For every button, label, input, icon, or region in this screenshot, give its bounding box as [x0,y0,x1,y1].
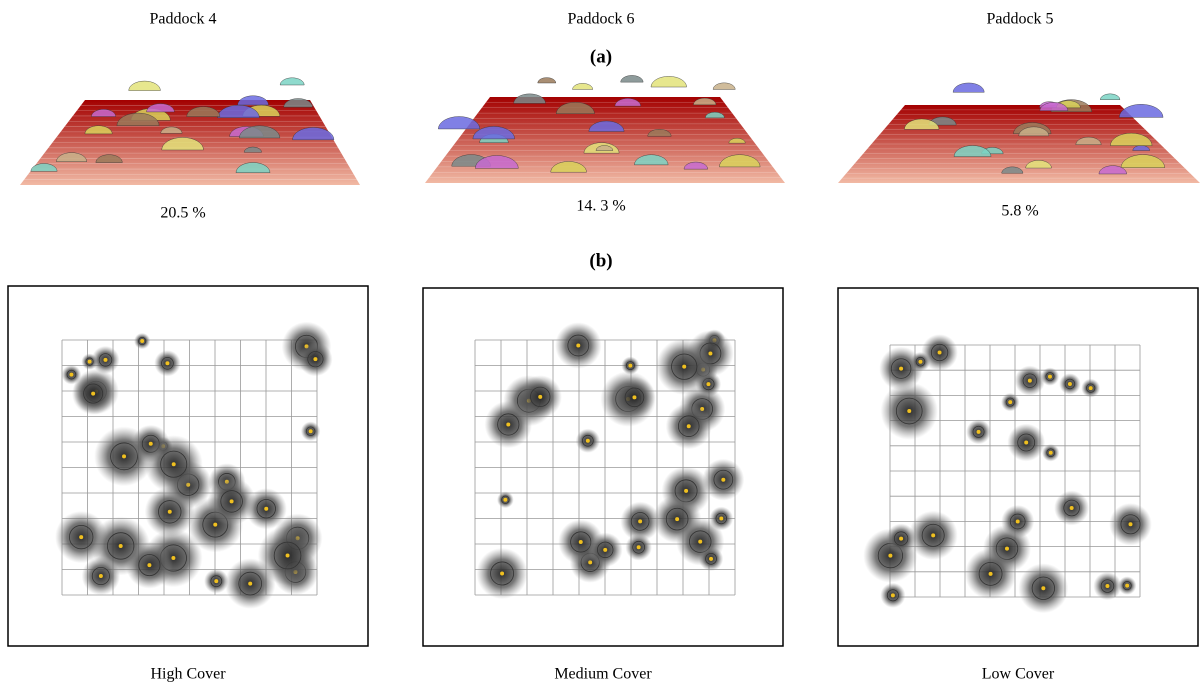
tree-location [500,571,504,575]
tree-location [899,537,903,541]
tree-location [603,548,607,552]
tree-location [122,454,126,458]
tree-location [637,545,641,549]
tree-location [286,554,290,558]
paddock-title: Paddock 5 [986,11,1053,28]
map-caption: Medium Cover [554,666,652,683]
tree-location [931,533,935,537]
cover-value: 20.5 % [160,205,205,222]
tree-location [1129,522,1133,526]
tree-location [264,507,268,511]
tree-location [230,499,234,503]
tree-location [79,535,83,539]
tree-canopy [621,75,643,82]
tree-location [709,557,713,561]
tree-location [1049,451,1053,455]
paddock-title: Paddock 6 [567,11,634,28]
tree-location [579,540,583,544]
tree-location [119,544,123,548]
tree-location [91,392,95,396]
cover-value: 14. 3 % [576,198,625,215]
tree-canopy [572,83,592,89]
cover-value: 5.8 % [1001,203,1038,220]
tree-location [1008,400,1012,404]
tree-location [638,519,642,523]
tree-location [168,510,172,514]
tree-location [1105,584,1109,588]
tree-location [214,579,218,583]
tree-canopy [438,116,480,128]
tree-location [1016,519,1020,523]
tree-location [88,360,92,364]
tree-canopy [1100,94,1120,100]
tree-location [172,462,176,466]
tree-canopy [713,83,735,90]
tree-location [891,593,895,597]
tree-canopy [514,94,546,104]
tree-canopy [651,76,687,87]
tree-location [1089,386,1093,390]
tree-canopy [953,83,984,92]
tree-location [313,357,317,361]
tree-location [899,367,903,371]
tree-location [628,364,632,368]
tree-location [99,574,103,578]
tree-location [576,344,580,348]
tree-location [1041,586,1045,590]
tree-location [503,498,507,502]
tree-canopy [1119,104,1163,117]
tree-location [1005,547,1009,551]
tree-location [888,554,892,558]
tree-location [586,439,590,443]
tree-location [1028,379,1032,383]
panel-label: (b) [589,250,612,271]
tree-location [918,360,922,364]
tree-location [721,478,725,482]
tree-location [907,409,911,413]
tree-location [938,351,942,355]
tree-location [140,339,144,343]
tree-location [684,489,688,493]
tree-location [719,516,723,520]
tree-location [506,422,510,426]
figure: Paddock 4 Paddock 6 Paddock 5 (a) 20.5 %… [0,0,1202,686]
tree-location [213,523,217,527]
tree-location [675,517,679,521]
tree-location [248,582,252,586]
map-caption: High Cover [150,666,226,683]
tree-location [687,424,691,428]
tree-location [538,395,542,399]
panel-label: (a) [590,46,612,67]
tree-location [309,429,313,433]
tree-location [977,430,981,434]
tree-location [632,395,636,399]
tree-location [1024,441,1028,445]
tree-location [103,358,107,362]
tree-location [1125,584,1129,588]
map-caption: Low Cover [982,666,1055,683]
tree-location [1048,375,1052,379]
paddock-title: Paddock 4 [149,11,216,28]
tree-location [165,361,169,365]
tree-location [989,572,993,576]
tree-canopy [538,78,556,83]
tree-location [69,373,73,377]
tree-canopy [238,96,269,105]
tree-canopy [284,99,313,108]
tree-location [147,563,151,567]
tree-canopy [129,81,161,91]
tree-location [1068,382,1072,386]
tree-location [682,365,686,369]
tree-canopy [280,78,304,85]
tree-location [1070,506,1074,510]
tree-location [698,540,702,544]
